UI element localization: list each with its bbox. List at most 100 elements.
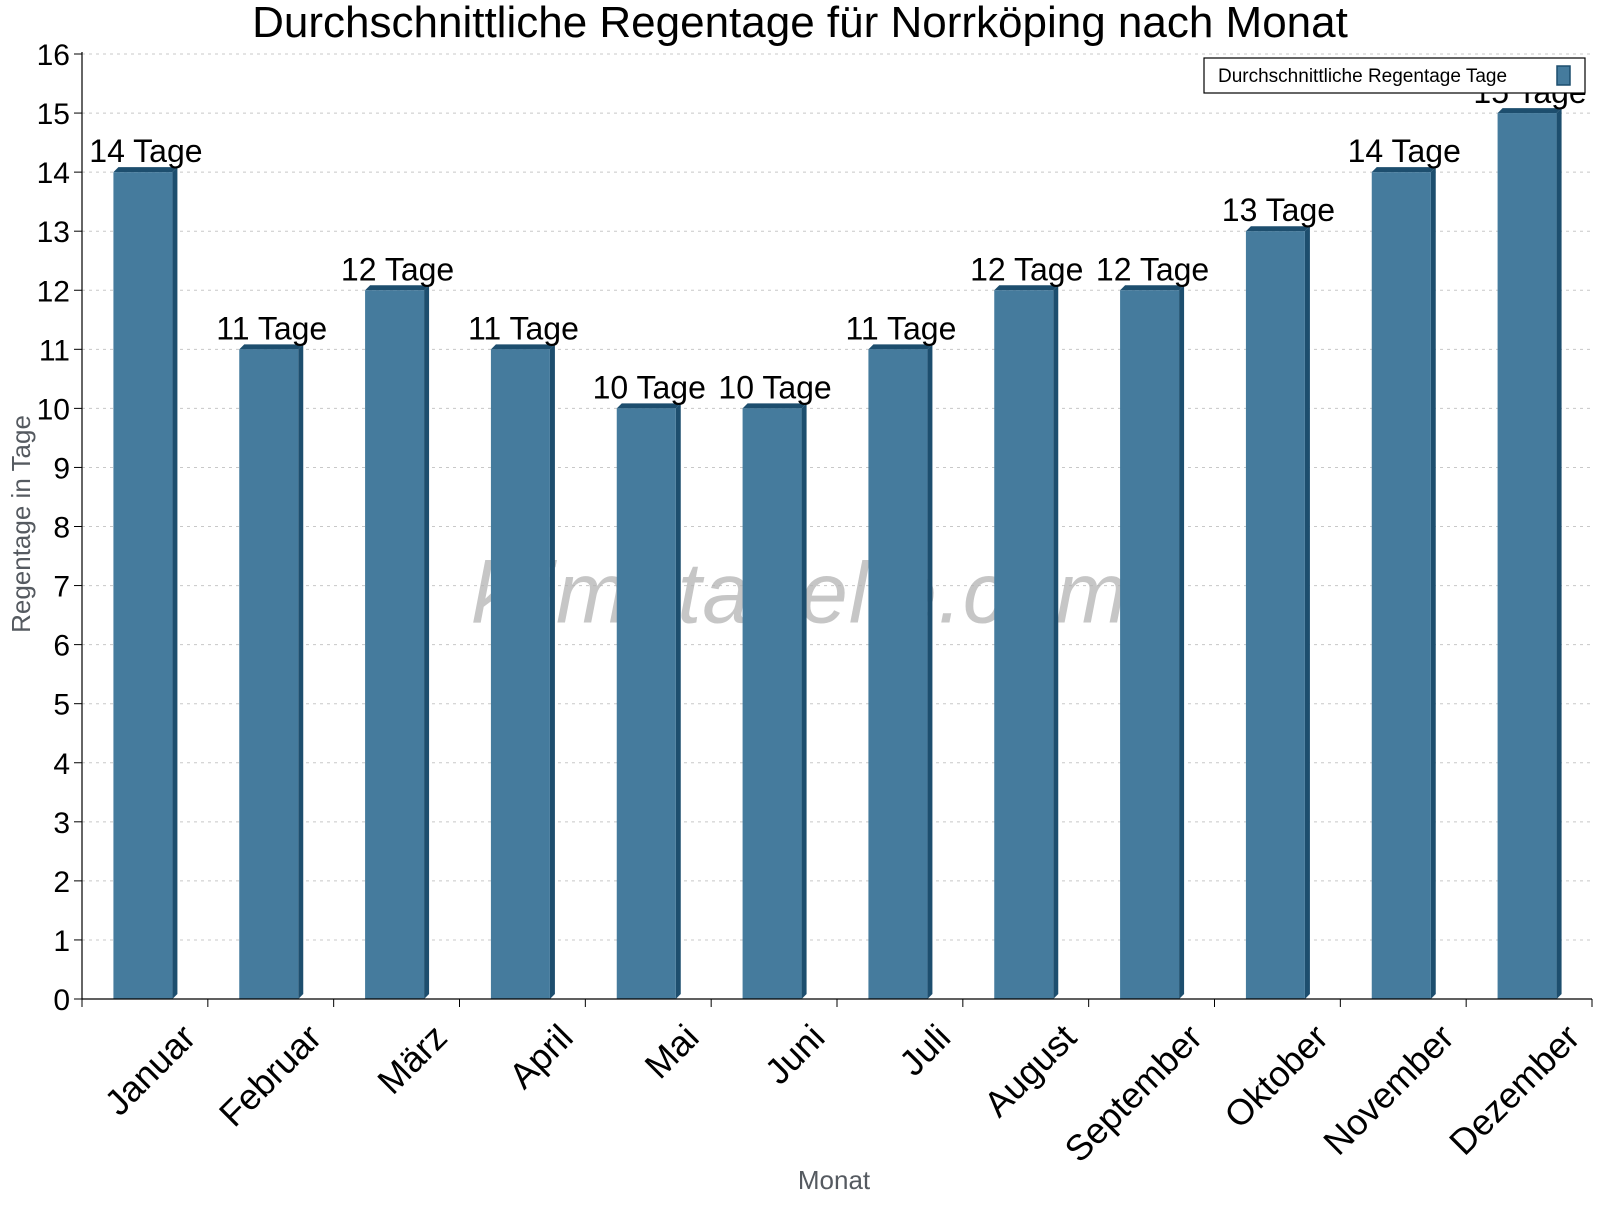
x-tick-label: September <box>1056 1016 1210 1170</box>
x-tick-label: Juli <box>891 1016 958 1083</box>
data-label: 14 Tage <box>89 133 202 169</box>
bar-group <box>490 344 555 999</box>
bar <box>1497 113 1557 999</box>
bar-group <box>868 344 933 999</box>
bar-side <box>1179 285 1185 999</box>
data-label: 11 Tage <box>845 310 956 346</box>
y-tick-label: 9 <box>53 452 70 485</box>
x-tick-label: April <box>501 1016 581 1096</box>
y-tick-label: 14 <box>37 157 70 190</box>
data-labels: 14 Tage 11 Tage 12 Tage 11 Tage 10 Tage 10 Ta… <box>89 74 1586 405</box>
bar <box>113 172 173 999</box>
data-label: 10 Tage <box>593 369 706 405</box>
bar-group <box>1120 285 1185 999</box>
legend-box <box>1203 57 1586 94</box>
bar <box>365 290 425 999</box>
bar-group <box>742 403 807 999</box>
bar-group <box>113 167 178 999</box>
y-tick-label: 15 <box>37 98 70 131</box>
bar-top <box>994 285 1059 291</box>
y-tick-label: 4 <box>53 748 70 781</box>
chart-title: Durchschnittliche Regentage für Norrköpi… <box>252 0 1348 47</box>
bar-group <box>1497 108 1562 999</box>
bar <box>994 290 1054 999</box>
bar-top <box>742 403 807 409</box>
gridlines <box>82 53 1592 941</box>
data-label: 11 Tage <box>216 310 327 346</box>
bar-top <box>1120 285 1185 291</box>
x-axis-label: Monat <box>798 1165 871 1195</box>
data-label: 10 Tage <box>718 369 831 405</box>
y-axis-label: Regentage in Tage <box>6 415 36 633</box>
bar-top <box>1245 226 1310 232</box>
bar-side <box>424 285 430 999</box>
bar <box>1245 231 1305 999</box>
bar-side <box>172 167 178 999</box>
bar-side <box>927 344 933 999</box>
y-tick-label: 5 <box>53 689 70 722</box>
bar-side <box>298 344 304 999</box>
bar <box>490 349 550 999</box>
bar-top <box>1371 167 1436 173</box>
x-tick-label: November <box>1315 1016 1461 1162</box>
y-tick-label: 13 <box>37 216 70 249</box>
bar-side <box>1430 167 1436 999</box>
x-tick-label: Mai <box>637 1016 707 1086</box>
legend-label: Durchschnittliche Regentage Tage <box>1218 66 1507 87</box>
bar-top <box>113 167 178 173</box>
bar-side <box>549 344 555 999</box>
bar <box>1120 290 1180 999</box>
y-tick-label: 0 <box>53 984 70 1017</box>
bar <box>616 408 676 999</box>
y-tick-label: 2 <box>53 866 70 899</box>
bar-top <box>1497 108 1562 114</box>
x-tick-label: Dezember <box>1441 1016 1587 1162</box>
bar <box>239 349 299 999</box>
bar-group <box>616 403 681 999</box>
bar-top <box>239 344 304 350</box>
bar-group <box>365 285 430 999</box>
bar <box>742 408 802 999</box>
y-tick-label: 7 <box>53 571 70 604</box>
legend: Durchschnittliche Regentage Tage <box>1203 57 1586 94</box>
y-tick-label: 8 <box>53 512 70 545</box>
x-tick-label: März <box>369 1016 455 1102</box>
bar-top <box>365 285 430 291</box>
bar-side <box>675 403 681 999</box>
data-label: 12 Tage <box>1096 251 1209 287</box>
bar-side <box>1556 108 1562 999</box>
bar <box>868 349 928 999</box>
y-tick-label: 3 <box>53 807 70 840</box>
y-tick-label: 11 <box>39 334 70 367</box>
y-tick-label: 16 <box>37 39 70 72</box>
bar-group <box>994 285 1059 999</box>
data-label: 12 Tage <box>341 251 454 287</box>
bar-side <box>1053 285 1059 999</box>
bar-group <box>1371 167 1436 999</box>
bar-group <box>1245 226 1310 999</box>
x-tick-label: Oktober <box>1216 1016 1336 1136</box>
x-tick-label: Februar <box>211 1016 329 1134</box>
bar-top <box>490 344 555 350</box>
data-label: 11 Tage <box>468 310 579 346</box>
bar-top <box>616 403 681 409</box>
bar <box>1371 172 1431 999</box>
data-label: 12 Tage <box>970 251 1083 287</box>
y-tick-label: 6 <box>53 630 70 663</box>
y-tick-label: 1 <box>53 925 70 958</box>
bar-side <box>801 403 807 999</box>
x-tick-label: August <box>976 1016 1084 1124</box>
bars <box>113 108 1562 999</box>
bar-group <box>239 344 304 999</box>
data-label: 14 Tage <box>1348 133 1461 169</box>
x-tick-label: Juni <box>757 1016 833 1092</box>
x-tick-label: Januar <box>96 1016 203 1123</box>
y-tick-label: 12 <box>37 275 70 308</box>
bar-side <box>1304 226 1310 999</box>
legend-swatch <box>1556 65 1571 86</box>
y-tick-label: 10 <box>37 393 70 426</box>
data-label: 13 Tage <box>1222 192 1335 228</box>
bar-top <box>868 344 933 350</box>
